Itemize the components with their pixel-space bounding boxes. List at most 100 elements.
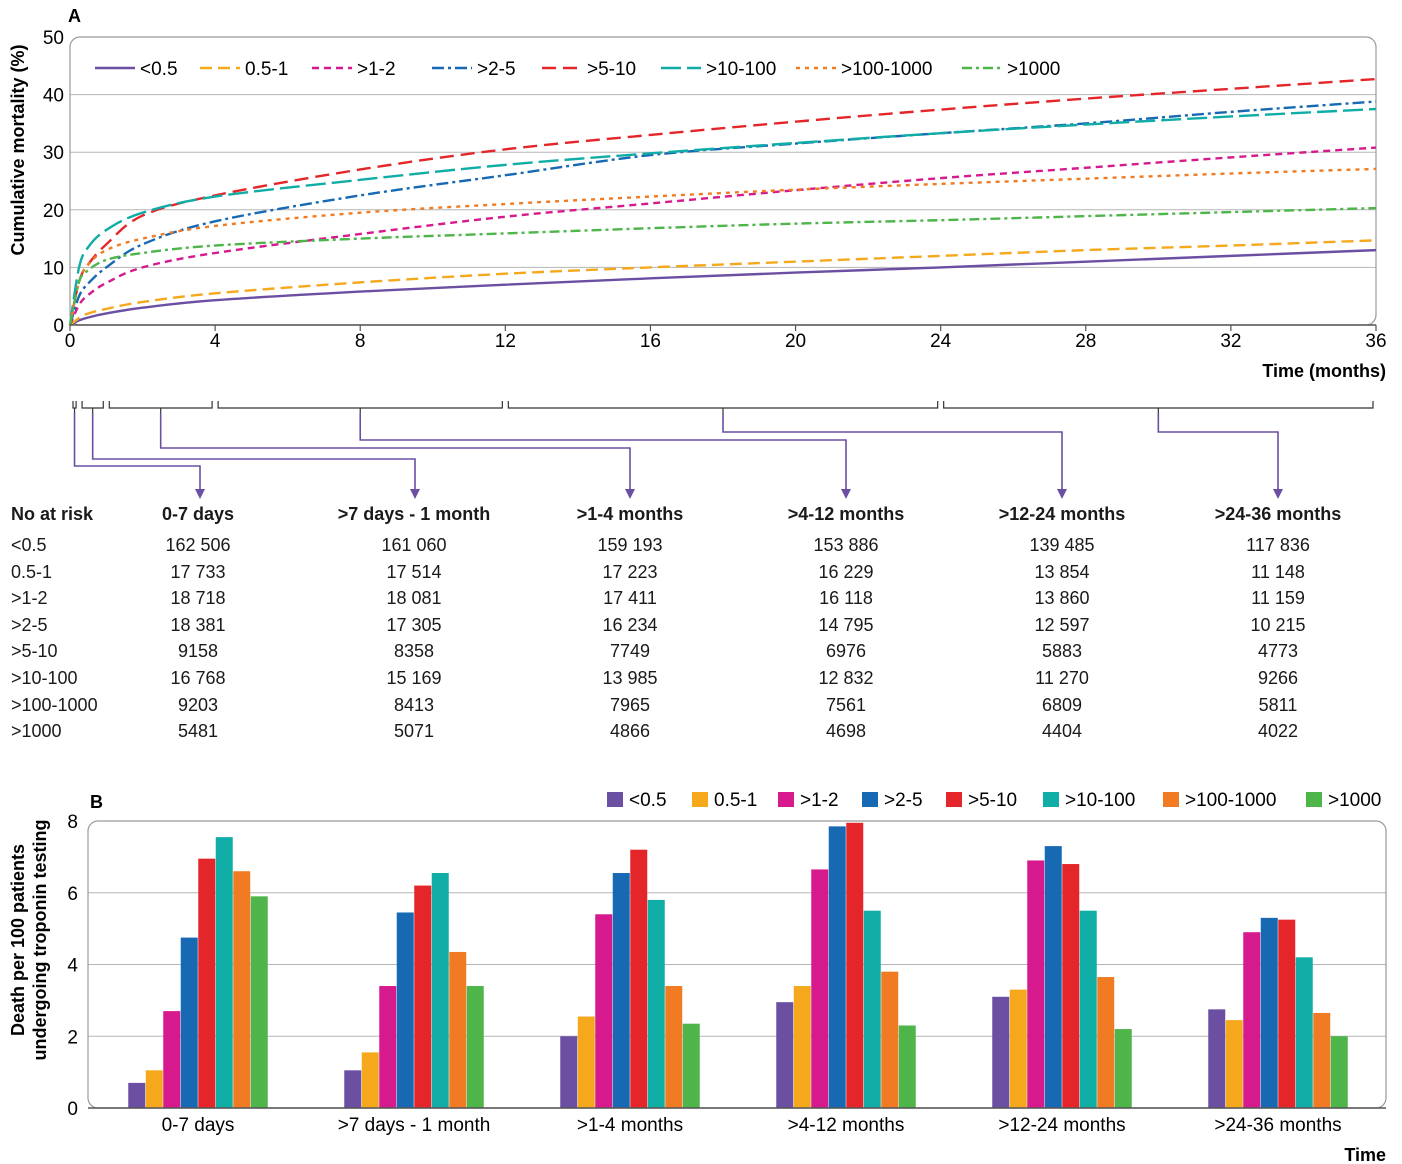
panel-a-y-tick: 50 <box>43 28 64 49</box>
risk-table-column-header: >24-36 months <box>1214 504 1342 524</box>
legend-item-gt100-1000: >100-1000 <box>1163 790 1276 811</box>
series-line-gt1-2 <box>68 146 1377 326</box>
bar-0-5-1 <box>1009 989 1027 1108</box>
risk-group-label: >1000 <box>11 721 62 742</box>
bar-gt1-2 <box>595 914 613 1108</box>
interval-connector <box>159 413 631 490</box>
risk-value: 11 270 <box>1035 668 1089 688</box>
panel-a-x-tick: 28 <box>1075 331 1096 352</box>
risk-group-label: >100-1000 <box>11 694 98 715</box>
legend-item-gt10-100: >10-100 <box>1043 790 1135 811</box>
risk-group-label: >5-10 <box>11 641 58 662</box>
bar-gt5-10 <box>630 849 648 1108</box>
series-line-gt2-5 <box>68 100 1377 326</box>
risk-value: 16 768 <box>170 668 226 688</box>
risk-value: 5481 <box>177 721 219 742</box>
legend-swatch <box>1306 792 1322 807</box>
bar-gt100-1000 <box>449 951 467 1108</box>
interval-arrow-head <box>195 489 205 499</box>
bar-lt0-5 <box>992 996 1010 1108</box>
legend-label: 0.5-1 <box>714 790 757 811</box>
bar-gt2-5 <box>612 873 630 1108</box>
risk-value: 9266 <box>1257 668 1299 688</box>
risk-value: 18 081 <box>386 588 442 609</box>
risk-value: 13 854 <box>1034 561 1090 582</box>
panel-b-y-tick: 4 <box>67 956 78 977</box>
panel-a-x-tick: 24 <box>930 331 952 352</box>
panel-b-y-tick: 2 <box>67 1027 78 1048</box>
bar-gt1-2 <box>1243 932 1261 1108</box>
bar-gt5-10 <box>846 822 864 1108</box>
panel-b-x-axis-label: Time <box>1344 1145 1386 1164</box>
risk-value: 161 060 <box>381 535 447 555</box>
interval-bracket <box>217 401 503 409</box>
bar-gt5-10 <box>1062 864 1080 1108</box>
risk-value: 10 215 <box>1250 614 1306 635</box>
bar-gt10-100 <box>215 837 233 1108</box>
panel-b-x-tick: >4-12 months <box>788 1115 905 1136</box>
panel-a-x-tick: 36 <box>1365 331 1386 352</box>
legend-label: >1000 <box>1328 790 1381 811</box>
legend-item-gt1-2: >1-2 <box>312 59 396 80</box>
risk-value: 6809 <box>1041 694 1083 715</box>
risk-value: 17 305 <box>386 614 442 635</box>
risk-value: 4022 <box>1257 721 1299 742</box>
risk-value: 7561 <box>825 694 867 715</box>
bar-gt2-5 <box>180 937 198 1108</box>
bar-gt1-2 <box>1027 860 1045 1108</box>
risk-table-column-header: >4-12 months <box>787 504 905 524</box>
series-line-gt10-100 <box>68 107 1377 326</box>
bar-gt10-100 <box>863 910 881 1108</box>
series-line-0-5-1 <box>69 239 1377 326</box>
legend-label: >2-5 <box>884 790 923 811</box>
risk-value: 11 159 <box>1251 588 1305 609</box>
bar-gt2-5 <box>1044 846 1062 1108</box>
bar-0-5-1 <box>793 986 811 1108</box>
risk-value: 7749 <box>609 641 651 662</box>
legend-swatch <box>607 792 623 807</box>
risk-value: 5811 <box>1258 694 1298 715</box>
risk-value: 15 169 <box>386 668 442 688</box>
interval-bracket <box>72 401 77 409</box>
legend-label: >100-1000 <box>1185 790 1276 811</box>
risk-table-column-header: 0-7 days <box>161 504 235 524</box>
interval-arrow-head <box>841 489 851 499</box>
bar-gt2-5 <box>396 912 414 1108</box>
legend-label: <0.5 <box>140 59 178 80</box>
risk-value: 17 514 <box>386 561 442 582</box>
bar-gt10-100 <box>1079 910 1097 1108</box>
panel-b-x-tick: 0-7 days <box>162 1115 235 1136</box>
interval-bracket <box>507 401 939 409</box>
interval-arrow-head <box>1273 489 1283 499</box>
risk-table-column-header: >12-24 months <box>998 504 1126 524</box>
interval-bracket <box>81 401 104 409</box>
legend-swatch <box>1043 792 1059 807</box>
risk-table-row: >100-1000 9203 8413 7965 7561 6809 5811 <box>0 695 1402 721</box>
bar-gt1-2 <box>379 986 397 1108</box>
bar-gt1000 <box>466 986 484 1108</box>
bar-gt1-2 <box>811 869 829 1108</box>
bar-gt10-100 <box>647 899 665 1108</box>
panel-a-x-tick: 20 <box>785 331 806 352</box>
legend-swatch <box>692 792 708 807</box>
bar-0-5-1 <box>361 1052 379 1108</box>
panel-b-y-label-line: Death per 100 patients <box>8 844 28 1036</box>
risk-value: 117 836 <box>1246 535 1310 555</box>
risk-value: 159 193 <box>597 535 663 555</box>
interval-connector <box>73 413 201 490</box>
risk-group-label: <0.5 <box>11 535 47 555</box>
risk-value: 5883 <box>1041 641 1083 662</box>
panel-b: B 0 2 4 6 8 0-7 days >7 days - 1 month >1-4 mo… <box>8 790 1387 1164</box>
risk-value: 16 118 <box>819 588 873 609</box>
interval-bracket <box>943 401 1374 409</box>
risk-table-row: >1-2 18 718 18 081 17 411 16 118 13 860 11 159 <box>0 588 1402 614</box>
risk-value: 9158 <box>177 641 219 662</box>
risk-value: 153 886 <box>813 535 879 555</box>
legend-label: >5-10 <box>587 59 636 80</box>
interval-connector <box>91 413 416 490</box>
series-line-lt0-5 <box>69 248 1377 327</box>
risk-value: 12 597 <box>1034 614 1090 635</box>
bar-gt5-10 <box>198 858 216 1108</box>
legend-label: >5-10 <box>968 790 1017 811</box>
